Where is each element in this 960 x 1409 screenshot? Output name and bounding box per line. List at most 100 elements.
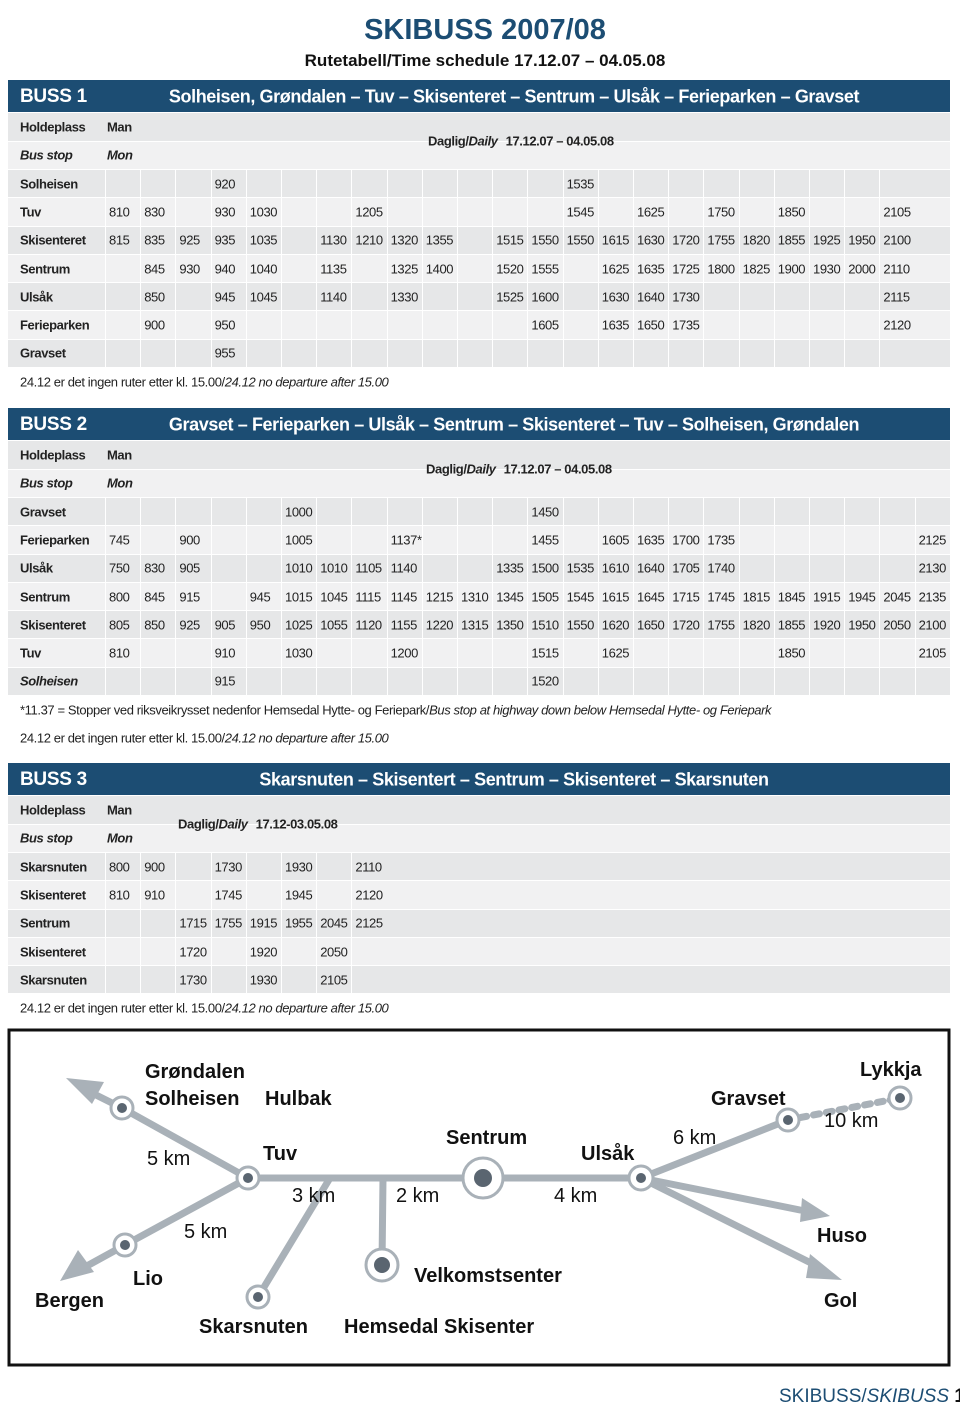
- time: 2110: [355, 859, 382, 875]
- stop-header: Holdeplass: [20, 119, 86, 135]
- cell-divider: [914, 554, 916, 582]
- time: 1525: [496, 289, 524, 305]
- cell-divider: [597, 497, 599, 526]
- time: 1635: [637, 532, 665, 548]
- cell-divider: [844, 582, 846, 611]
- cell-divider: [879, 169, 881, 198]
- cell-divider: [386, 611, 388, 639]
- cell-divider: [703, 639, 705, 667]
- time: 1650: [637, 617, 665, 633]
- time: 1900: [777, 261, 806, 276]
- cell-divider: [245, 311, 247, 339]
- cell-divider: [175, 311, 177, 339]
- cell-divider: [386, 526, 388, 554]
- cell-divider: [105, 254, 106, 283]
- cell-divider: [210, 283, 212, 311]
- cell-divider: [245, 226, 247, 254]
- cell-divider: [668, 226, 670, 254]
- cell-divider: [245, 909, 247, 937]
- cell-divider: [879, 339, 881, 368]
- cell-divider: [351, 611, 353, 639]
- cell-divider: [527, 311, 529, 339]
- time: 2100: [918, 617, 947, 633]
- bus-name: BUSS 2: [20, 414, 87, 435]
- cell-divider: [386, 311, 388, 339]
- cell-divider: [597, 639, 599, 667]
- cell-divider: [738, 254, 740, 283]
- cell-divider: [105, 881, 106, 909]
- time: 1045: [249, 289, 278, 305]
- time: 1140: [390, 560, 418, 576]
- cell-divider: [773, 226, 775, 254]
- time: 1520: [531, 673, 559, 689]
- time: 1450: [531, 504, 559, 520]
- time: 1200: [390, 645, 419, 661]
- time: 750: [109, 560, 130, 576]
- cell-divider: [140, 937, 142, 966]
- cell-divider: [316, 254, 318, 283]
- cell-divider: [527, 283, 529, 311]
- time: 1640: [637, 560, 665, 576]
- cell-divider: [562, 254, 564, 283]
- cell-divider: [175, 909, 177, 937]
- cell-divider: [316, 226, 318, 254]
- time: 1720: [672, 232, 700, 248]
- time: 810: [109, 204, 130, 220]
- cell-divider: [597, 254, 599, 283]
- cell-divider: [492, 339, 494, 368]
- cell-divider: [844, 283, 846, 311]
- time: 2050: [883, 617, 911, 633]
- time: 955: [214, 345, 236, 361]
- time: 1915: [813, 589, 841, 604]
- table-row: [8, 113, 950, 141]
- cell-divider: [562, 554, 564, 582]
- cell-divider: [281, 852, 282, 881]
- cell-divider: [562, 311, 564, 339]
- time: 1320: [390, 232, 419, 248]
- cell-divider: [668, 254, 670, 283]
- cell-divider: [175, 667, 177, 696]
- time: 1930: [813, 261, 841, 276]
- cell-divider: [386, 582, 388, 611]
- table-row: [8, 311, 950, 339]
- cell-divider: [245, 582, 247, 611]
- cell-divider: [281, 254, 282, 283]
- cell-divider: [668, 554, 670, 582]
- cell-divider: [738, 497, 740, 526]
- place: Grøndalen: [145, 1061, 245, 1083]
- header-bar: [8, 408, 950, 440]
- time: 1555: [531, 261, 559, 276]
- cell-divider: [386, 554, 388, 582]
- cell-divider: [281, 311, 282, 339]
- time: 1850: [777, 204, 806, 220]
- cell-divider: [245, 198, 247, 226]
- time: 1625: [637, 204, 665, 220]
- time: 1545: [566, 204, 595, 220]
- cell-divider: [245, 937, 247, 966]
- time: 800: [109, 859, 130, 875]
- cell-divider: [105, 611, 106, 639]
- table-row: [8, 226, 950, 254]
- time: 810: [109, 645, 130, 661]
- time: 1645: [637, 589, 665, 604]
- time: 1455: [531, 532, 559, 548]
- route: Solheisen, Grøndalen – Tuv – Skisenteret…: [168, 86, 860, 107]
- distance: 4 km: [554, 1185, 597, 1207]
- cell-divider: [597, 169, 599, 198]
- cell-divider: [773, 254, 775, 283]
- time: 1745: [214, 887, 243, 903]
- cell-divider: [809, 311, 810, 339]
- cell-divider: [175, 226, 177, 254]
- cell-divider: [738, 283, 740, 311]
- cell-divider: [245, 283, 247, 311]
- stop-name: Ferieparken: [20, 532, 90, 548]
- stop-name: Gravset: [20, 345, 66, 361]
- cell-divider: [809, 283, 810, 311]
- footer: SKIBUSS/SKIBUSS 15: [779, 1386, 960, 1408]
- cell-divider: [668, 339, 670, 368]
- title: SKIBUSS 2007/08: [364, 14, 606, 46]
- cell-divider: [703, 582, 705, 611]
- cell-divider: [457, 554, 458, 582]
- note: 24.12 er det ingen ruter etter kl. 15.00…: [20, 374, 389, 389]
- cell-divider: [281, 881, 282, 909]
